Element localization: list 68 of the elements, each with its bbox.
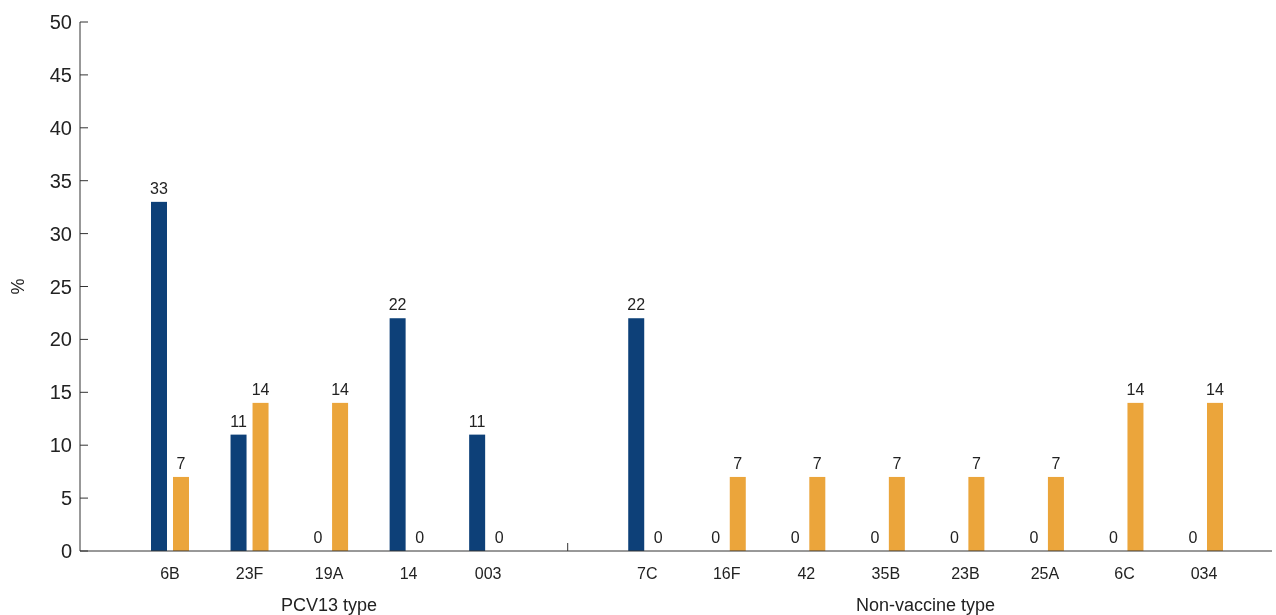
bar — [230, 434, 247, 551]
data-label: 0 — [1188, 529, 1198, 546]
bar — [469, 434, 486, 551]
bar — [628, 318, 645, 551]
x-tick-label: 6C — [1114, 565, 1135, 582]
bar — [173, 476, 189, 551]
y-axis-title: % — [8, 278, 28, 295]
x-tick-label: 23B — [951, 565, 980, 582]
data-label: 0 — [313, 529, 323, 546]
data-label: 33 — [150, 179, 168, 197]
y-tick-label: 20 — [49, 328, 72, 351]
data-label: 0 — [653, 529, 663, 546]
data-label: 11 — [230, 412, 247, 430]
data-label: 0 — [870, 529, 880, 546]
data-label: 14 — [1206, 380, 1224, 398]
data-label: 14 — [1126, 380, 1145, 398]
bar — [332, 402, 349, 551]
x-tick-label: 034 — [1190, 565, 1218, 582]
bar — [888, 476, 905, 551]
bar — [1127, 402, 1144, 551]
y-tick-label: 40 — [49, 116, 72, 139]
bar — [389, 318, 406, 551]
x-tick-label: 35B — [871, 565, 901, 582]
x-tick-label: 7C — [637, 565, 658, 582]
bar — [151, 201, 167, 551]
data-label: 22 — [627, 296, 646, 314]
data-label: 0 — [711, 529, 721, 546]
data-label: 0 — [790, 529, 800, 546]
bar — [1047, 476, 1064, 551]
text: PCV13 type — [281, 595, 378, 615]
data-label: 7 — [812, 454, 822, 472]
x-tick-label: 42 — [797, 565, 816, 582]
x-tick-label: 23F — [235, 565, 264, 582]
data-label: 14 — [331, 380, 350, 398]
data-label: 0 — [949, 529, 959, 546]
data-label: 7 — [176, 454, 186, 472]
y-tick-label: 0 — [60, 540, 72, 562]
x-tick-label: 6B — [160, 565, 180, 582]
text: Non-vaccine type — [856, 595, 996, 615]
data-label: 11 — [468, 412, 486, 430]
y-tick-label: 10 — [49, 434, 72, 457]
bar — [252, 402, 269, 551]
x-tick-label: 25A — [1030, 565, 1060, 582]
data-label: 0 — [415, 529, 425, 546]
bar — [1207, 402, 1223, 551]
data-label: 7 — [1051, 454, 1061, 472]
data-label: 7 — [892, 454, 902, 472]
x-tick-label: 14 — [399, 565, 418, 582]
bar — [809, 476, 826, 551]
y-tick-label: 50 — [49, 11, 72, 33]
data-label: 14 — [251, 380, 270, 398]
x-tick-label: 16F — [712, 565, 741, 582]
bar — [729, 476, 746, 551]
data-label: 22 — [388, 296, 407, 314]
data-label: 7 — [733, 454, 743, 472]
y-tick-label: 35 — [49, 169, 72, 192]
x-tick-label: 003 — [474, 565, 502, 582]
y-tick-label: 15 — [49, 381, 72, 404]
data-label: 0 — [494, 529, 504, 546]
data-label: 0 — [1109, 529, 1119, 546]
y-tick-label: 45 — [49, 63, 72, 86]
data-label: 7 — [971, 454, 981, 472]
y-tick-label: 30 — [49, 222, 72, 245]
y-tick-label: 25 — [49, 275, 72, 298]
data-label: 0 — [1029, 529, 1039, 546]
x-tick-label: 19A — [314, 565, 344, 582]
bar — [968, 476, 985, 551]
y-tick-label: 5 — [60, 487, 72, 510]
